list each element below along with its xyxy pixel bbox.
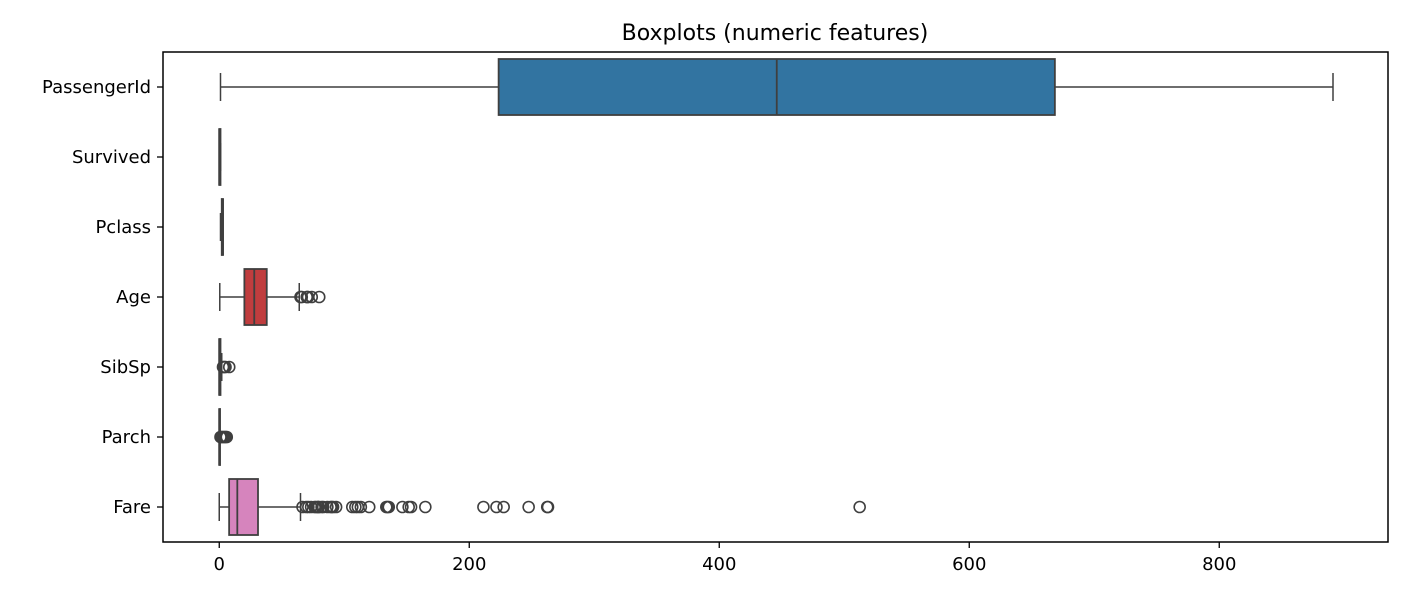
flier-sibsp: [222, 360, 236, 374]
plot-area: [214, 58, 1334, 536]
box-group-age: [219, 268, 326, 326]
box-group-survived: [218, 128, 222, 186]
flier-fare: [853, 500, 866, 514]
x-tick-label-800: 800: [1202, 554, 1236, 575]
flier-fare: [316, 500, 330, 514]
chart-title: Boxplots (numeric features): [622, 21, 929, 46]
flier-fare: [296, 500, 309, 514]
x-tick-label-400: 400: [702, 554, 736, 575]
flier-fare: [329, 500, 343, 514]
box-group-sibsp: [216, 338, 236, 396]
box-age: [243, 268, 268, 326]
y-tick-label-passengerid: PassengerId: [42, 77, 151, 98]
box-group-parch: [214, 408, 234, 466]
flier-fare: [541, 500, 555, 514]
flier-fare: [522, 500, 535, 514]
y-tick-label-parch: Parch: [102, 427, 151, 448]
x-axis: 0 200 400 600 800: [214, 542, 1236, 575]
box-group-fare: [218, 478, 866, 536]
x-tick-label-600: 600: [952, 554, 986, 575]
flier-fare: [354, 500, 368, 514]
flier-fare: [362, 500, 376, 514]
box-group-pclass: [219, 198, 224, 256]
flier-fare: [382, 500, 396, 514]
box-group-passengerid: [219, 58, 1334, 116]
flier-fare: [396, 500, 409, 514]
flier-fare: [490, 500, 503, 514]
flier-fare: [477, 500, 490, 514]
x-tick-label-200: 200: [452, 554, 486, 575]
x-tick-label-0: 0: [214, 554, 225, 575]
y-tick-label-fare: Fare: [113, 497, 151, 518]
flier-fare: [419, 500, 432, 514]
flier-age: [305, 290, 319, 304]
y-tick-label-age: Age: [116, 287, 151, 308]
y-tick-label-sibsp: SibSp: [100, 357, 151, 378]
y-axis: PassengerId Survived Pclass Age SibSp Parch Fa…: [42, 77, 163, 518]
y-tick-label-pclass: Pclass: [95, 217, 151, 238]
flier-sibsp: [219, 360, 232, 374]
flier-fare: [321, 500, 334, 514]
plot-frame: [162, 51, 1389, 543]
flier-fare: [345, 500, 359, 514]
flier-fare: [404, 500, 418, 514]
box-fare: [228, 478, 259, 536]
flier-parch: [220, 430, 234, 444]
flier-age: [295, 290, 309, 304]
flier-fare: [497, 500, 510, 514]
flier-age: [312, 290, 326, 304]
y-tick-label-survived: Survived: [72, 147, 151, 168]
